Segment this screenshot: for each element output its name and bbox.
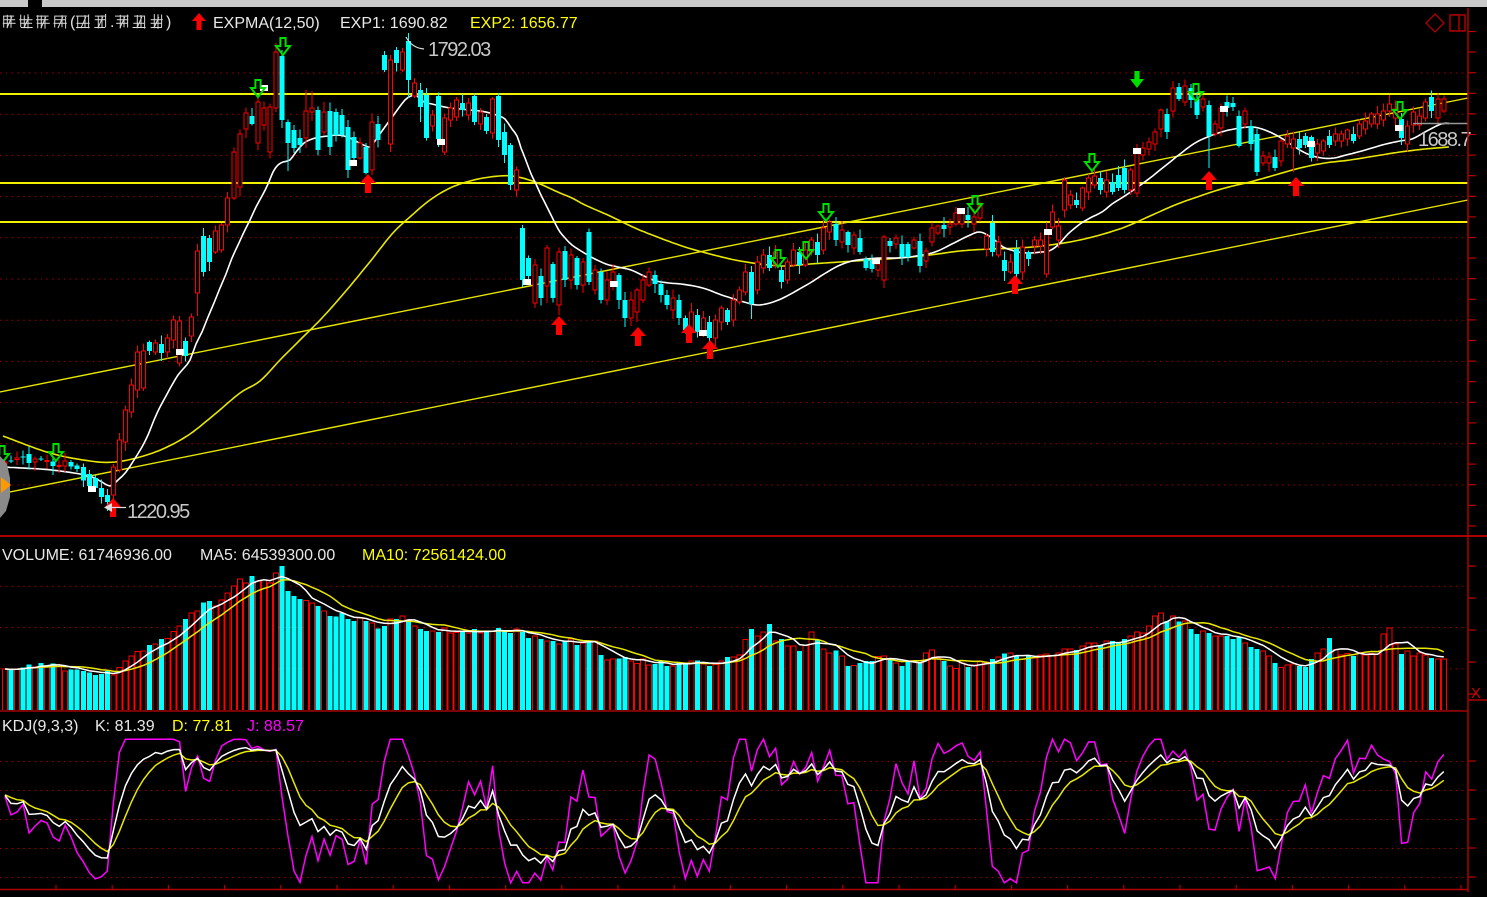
svg-text:EXP1: 1690.82: EXP1: 1690.82 [340,15,448,32]
svg-text:X: X [1471,685,1481,702]
svg-text:.: . [110,14,114,31]
svg-text:EXPMA(12,50): EXPMA(12,50) [213,15,320,32]
svg-text:1792.03: 1792.03 [428,39,491,61]
svg-text:KDJ(9,3,3): KDJ(9,3,3) [2,718,78,735]
svg-text:VOLUME: 61746936.00: VOLUME: 61746936.00 [2,547,172,564]
svg-text:K: 81.39: K: 81.39 [95,718,155,735]
svg-text:J: 88.57: J: 88.57 [247,718,304,735]
svg-text:EXP2: 1656.77: EXP2: 1656.77 [470,15,578,32]
svg-text:D: 77.81: D: 77.81 [172,718,233,735]
svg-text:(: ( [70,14,76,31]
svg-text:MA5: 64539300.00: MA5: 64539300.00 [200,547,335,564]
svg-text:MA10: 72561424.00: MA10: 72561424.00 [362,547,506,564]
svg-text:): ) [166,14,171,31]
svg-text:1220.95: 1220.95 [127,501,190,523]
svg-text:1688.7: 1688.7 [1418,129,1472,151]
